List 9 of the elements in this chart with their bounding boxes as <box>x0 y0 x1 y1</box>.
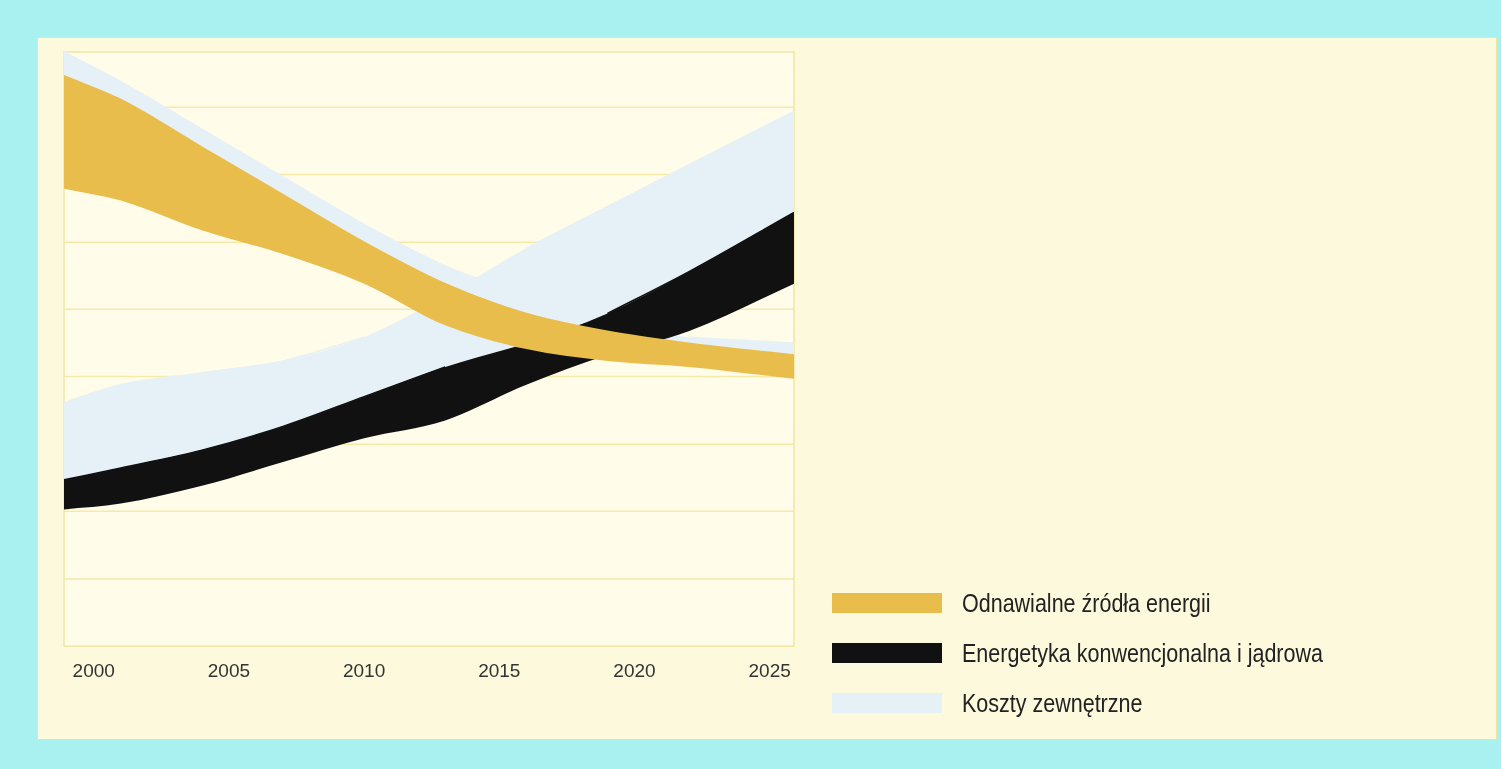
legend-label: Koszty zewnętrzne <box>962 688 1143 718</box>
legend-label: Odnawialne źródła energii <box>962 588 1211 618</box>
x-tick-label: 2025 <box>748 659 791 681</box>
x-tick-label: 2010 <box>342 659 386 681</box>
legend-label: Energetyka konwencjonalna i jądrowa <box>962 638 1323 668</box>
x-tick-label: 2000 <box>72 659 115 681</box>
x-tick-label: 2015 <box>478 659 521 681</box>
x-tick-label: 2005 <box>207 659 251 681</box>
x-tick-label: 2020 <box>613 659 656 681</box>
